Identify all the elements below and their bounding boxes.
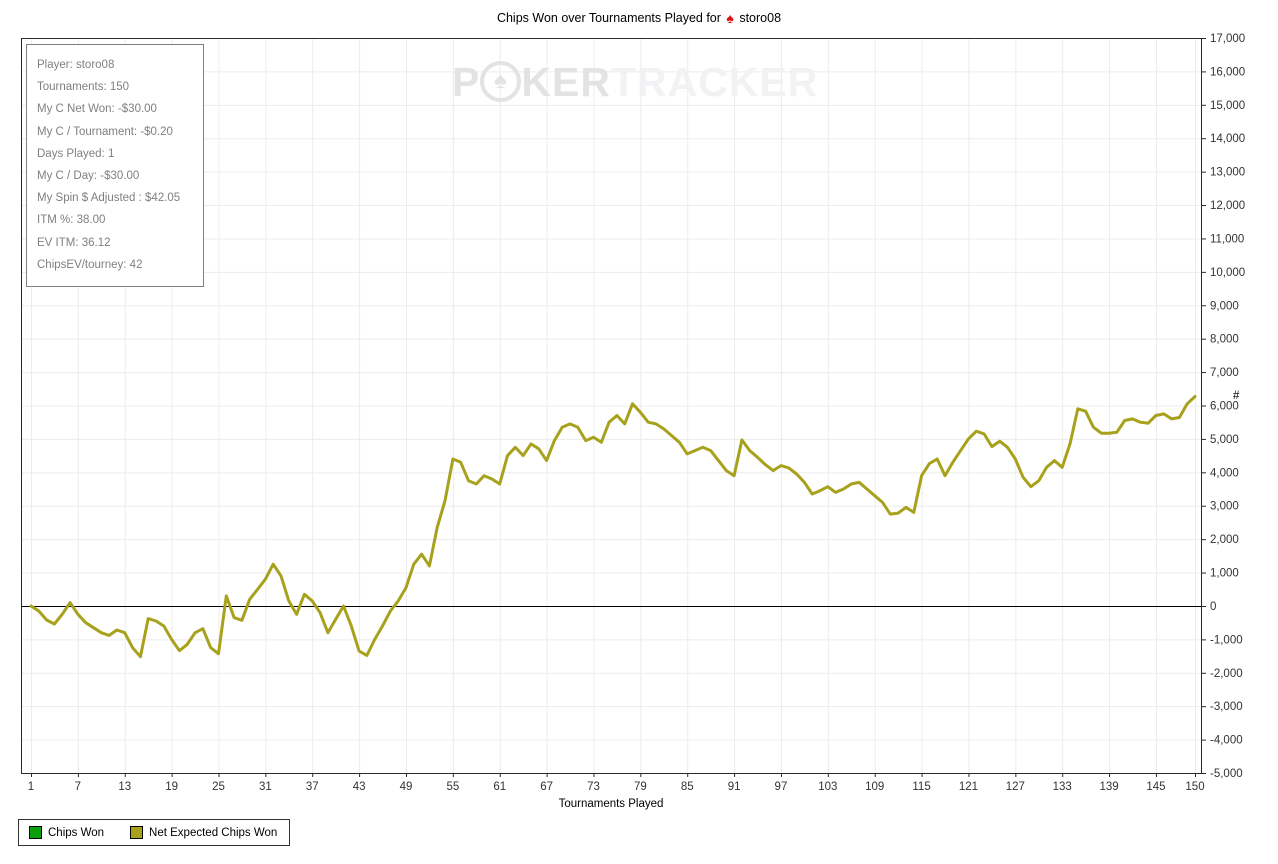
y-tick-label: 5,000 <box>1210 434 1239 446</box>
y-tick-label: 2,000 <box>1210 534 1239 546</box>
stat-line-net-won: My C Net Won: -$30.00 <box>37 103 157 116</box>
x-tick-label: 145 <box>1146 781 1165 793</box>
watermark-text-tracker: TRACKER <box>610 59 819 105</box>
y-tick-label: 17,000 <box>1210 33 1245 45</box>
y-axis-ticks: -5,000 -4,000 -3,000 -2,000 -1,000 0 1,000 2,00… <box>1201 33 1245 780</box>
legend-label-net-expected: Net Expected Chips Won <box>149 826 278 839</box>
watermark-text-poker-ker: KER <box>521 59 611 105</box>
y-tick-label: 0 <box>1210 601 1216 613</box>
pokerstars-spade-icon: ♠ <box>726 10 734 26</box>
y-tick-label: 12,000 <box>1210 200 1245 212</box>
x-tick-label: 121 <box>959 781 978 793</box>
chart-title-player: storo08 <box>739 11 782 25</box>
x-tick-label: 67 <box>540 781 553 793</box>
y-tick-label: 11,000 <box>1210 233 1244 245</box>
y-tick-label: -5,000 <box>1210 768 1243 780</box>
y-tick-label: 9,000 <box>1210 300 1239 312</box>
x-tick-label: 127 <box>1006 781 1025 793</box>
pokertracker-watermark: P ♠ KERTRACKER <box>452 60 818 108</box>
x-tick-label: 150 <box>1185 781 1204 793</box>
y-tick-label: 10,000 <box>1210 267 1245 279</box>
player-stats-box: Player: storo08 Tournaments: 150 My C Ne… <box>26 44 204 288</box>
x-tick-label: 13 <box>118 781 131 793</box>
x-tick-label: 79 <box>634 781 647 793</box>
y-tick-label: 16,000 <box>1210 66 1245 78</box>
net-expected-chips-line <box>29 395 1197 659</box>
y-axis-title: # <box>1233 390 1240 402</box>
x-tick-label: 109 <box>865 781 884 793</box>
net-expected-swatch-icon <box>130 826 144 839</box>
y-tick-label: 1,000 <box>1210 568 1239 580</box>
stat-line-per-tournament: My C / Tournament: -$0.20 <box>37 125 173 138</box>
x-tick-label: 55 <box>446 781 459 793</box>
stat-line-per-day: My C / Day: -$30.00 <box>37 170 140 183</box>
x-tick-label: 97 <box>775 781 788 793</box>
x-axis-title: Tournaments Played <box>558 798 664 810</box>
stat-line-player: Player: storo08 <box>37 59 115 71</box>
stat-line-tournaments: Tournaments: 150 <box>37 81 130 94</box>
watermark-text-poker-p: P <box>452 59 481 105</box>
x-tick-label: 133 <box>1053 781 1072 793</box>
legend-item-net-expected: Net Expected Chips Won <box>130 826 277 839</box>
stat-line-itm-pct: ITM %: 38.00 <box>37 214 106 227</box>
y-tick-label: 3,000 <box>1210 501 1239 513</box>
stat-line-spin-adjusted: My Spin $ Adjusted : $42.05 <box>37 192 181 205</box>
y-tick-label: 4,000 <box>1210 467 1239 479</box>
x-tick-label: 115 <box>912 781 930 793</box>
x-tick-label: 91 <box>728 781 741 793</box>
x-tick-label: 61 <box>493 781 506 793</box>
y-tick-label: 8,000 <box>1210 334 1239 346</box>
y-tick-label: 7,000 <box>1210 367 1239 379</box>
x-tick-label: 31 <box>259 781 272 793</box>
x-tick-label: 7 <box>75 781 81 793</box>
y-tick-label: -3,000 <box>1210 701 1243 713</box>
y-tick-label: 14,000 <box>1210 133 1245 145</box>
x-tick-label: 1 <box>28 781 34 793</box>
stat-line-chipsev: ChipsEV/tourney: 42 <box>37 258 143 271</box>
poker-chip-icon: ♠ <box>480 61 522 102</box>
y-tick-label: 6,000 <box>1210 401 1239 413</box>
chip-spade-icon: ♠ <box>493 66 508 94</box>
y-tick-label: -1,000 <box>1210 634 1243 646</box>
y-tick-label: -4,000 <box>1210 735 1243 747</box>
x-tick-label: 139 <box>1099 781 1118 793</box>
stat-line-days-played: Days Played: 1 <box>37 147 115 160</box>
x-tick-label: 49 <box>400 781 413 793</box>
legend-label-chips-won: Chips Won <box>48 826 105 839</box>
x-tick-label: 43 <box>353 781 366 793</box>
y-tick-label: 15,000 <box>1210 100 1245 112</box>
y-tick-label: -2,000 <box>1210 668 1243 680</box>
stat-line-ev-itm: EV ITM: 36.12 <box>37 236 111 249</box>
x-tick-label: 37 <box>306 781 319 793</box>
x-tick-label: 19 <box>165 781 178 793</box>
chart-legend: Chips Won Net Expected Chips Won <box>18 819 291 846</box>
chart-title-prefix: Chips Won over Tournaments Played for <box>496 11 721 25</box>
x-tick-label: 73 <box>587 781 600 793</box>
chips-won-swatch-icon <box>29 826 42 839</box>
x-tick-label: 103 <box>818 781 837 793</box>
x-tick-label: 25 <box>212 781 225 793</box>
x-axis-ticks: 1 7 13 19 25 31 37 43 49 55 61 67 73 79 85 91 97 103 109 11… <box>28 773 1205 793</box>
chart-title: Chips Won over Tournaments Played for ♠ … <box>0 10 1278 26</box>
legend-item-chips-won: Chips Won <box>29 826 104 839</box>
y-tick-label: 13,000 <box>1210 167 1245 179</box>
x-tick-label: 85 <box>681 781 694 793</box>
